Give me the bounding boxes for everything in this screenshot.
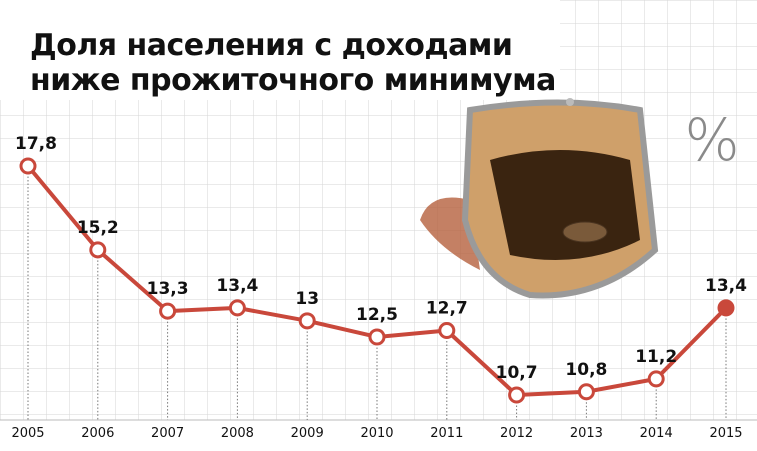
- data-label: 13,3: [147, 279, 189, 299]
- data-label: 17,8: [15, 134, 57, 154]
- x-tick-label: 2005: [11, 426, 44, 441]
- purse-illustration: [420, 98, 659, 299]
- x-tick-label: 2015: [709, 426, 742, 441]
- x-tick-label: 2012: [500, 426, 533, 441]
- title-line: ниже прожиточного минимума: [30, 63, 556, 98]
- data-label: 12,7: [426, 298, 468, 318]
- marker: [647, 370, 665, 388]
- x-tick-label: 2009: [291, 426, 324, 441]
- marker: [89, 241, 107, 259]
- marker: [577, 383, 595, 401]
- data-label: 13,4: [705, 276, 747, 296]
- unit: %: [684, 106, 739, 174]
- marker: [438, 321, 456, 339]
- data-label: 13,4: [216, 276, 258, 296]
- data-label: 15,2: [77, 218, 119, 238]
- marker: [508, 386, 526, 404]
- data-label: 11,2: [635, 347, 677, 367]
- x-tick-label: 2013: [570, 426, 603, 441]
- marker: [298, 312, 316, 330]
- x-tick-label: 2008: [221, 426, 254, 441]
- data-label: 13: [295, 289, 319, 309]
- marker: [228, 299, 246, 317]
- data-label: 12,5: [356, 305, 398, 325]
- x-tick-label: 2011: [430, 426, 463, 441]
- marker: [159, 302, 177, 320]
- data-label: 10,8: [565, 360, 607, 380]
- title-line: Доля населения с доходами: [30, 28, 512, 63]
- marker: [368, 328, 386, 346]
- marker: [717, 299, 735, 317]
- x-tick-label: 2014: [640, 426, 673, 441]
- x-tick-label: 2007: [151, 426, 184, 441]
- title-box: [0, 0, 560, 100]
- x-tick-label: 2006: [81, 426, 114, 441]
- data-label: 10,7: [496, 363, 538, 383]
- marker: [19, 157, 37, 175]
- x-tick-label: 2010: [360, 426, 393, 441]
